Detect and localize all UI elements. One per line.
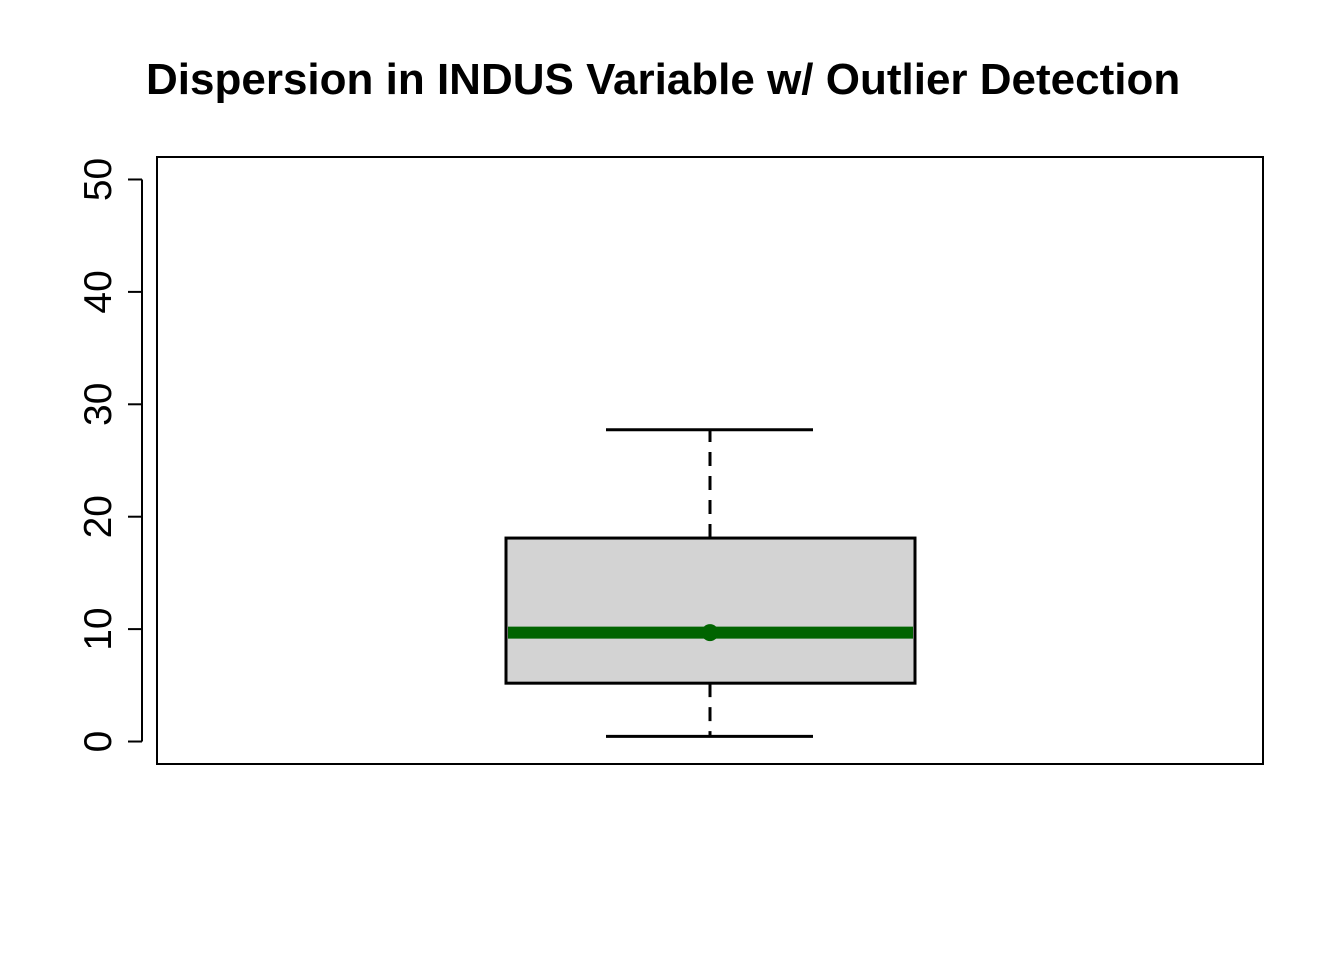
y-tick-label: 10 (77, 607, 120, 650)
y-tick-label: 0 (77, 731, 120, 753)
iqr-box (504, 536, 917, 685)
mean-point (701, 624, 719, 642)
chart-title: Dispersion in INDUS Variable w/ Outlier … (146, 55, 1181, 104)
y-tick-label: 40 (77, 270, 120, 313)
y-tick-label: 20 (77, 495, 120, 538)
boxplot (504, 428, 917, 738)
y-tick-label: 50 (77, 158, 120, 201)
y-axis: 0 10 20 30 40 50 (77, 158, 143, 753)
y-tick-label: 30 (77, 383, 120, 426)
plot-frame (156, 156, 1264, 765)
